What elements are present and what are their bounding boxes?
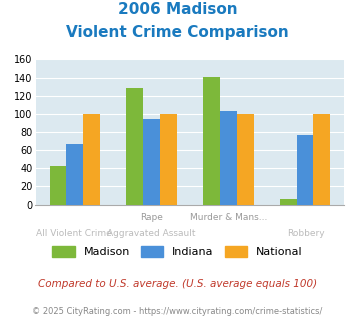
Bar [203, 77, 220, 205]
Bar [160, 114, 177, 205]
Text: All Violent Crime: All Violent Crime [36, 229, 112, 238]
Bar [313, 114, 330, 205]
Text: Rape: Rape [140, 213, 163, 222]
Bar [143, 119, 160, 205]
Bar [237, 114, 253, 205]
Text: Violent Crime Comparison: Violent Crime Comparison [66, 25, 289, 40]
Text: 2006 Madison: 2006 Madison [118, 2, 237, 16]
Legend: Madison, Indiana, National: Madison, Indiana, National [48, 242, 307, 262]
Bar [280, 199, 296, 205]
Text: Aggravated Assault: Aggravated Assault [107, 229, 196, 238]
Bar [50, 166, 66, 205]
Text: Compared to U.S. average. (U.S. average equals 100): Compared to U.S. average. (U.S. average … [38, 279, 317, 289]
Text: Robbery: Robbery [287, 229, 324, 238]
Bar [66, 144, 83, 205]
Bar [220, 111, 237, 205]
Bar [296, 135, 313, 205]
Bar [126, 88, 143, 205]
Text: © 2025 CityRating.com - https://www.cityrating.com/crime-statistics/: © 2025 CityRating.com - https://www.city… [32, 307, 323, 316]
Bar [83, 114, 100, 205]
Text: Murder & Mans...: Murder & Mans... [190, 213, 267, 222]
